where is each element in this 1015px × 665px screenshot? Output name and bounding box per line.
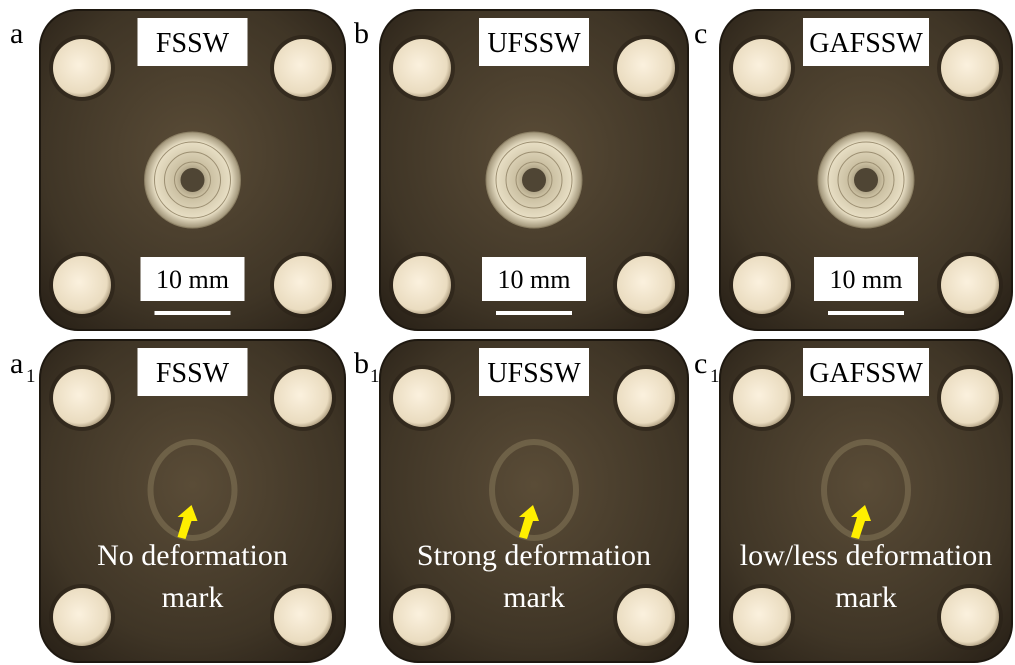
hole [393, 588, 451, 646]
annotation: mark [162, 581, 224, 614]
annotation: mark [835, 581, 897, 614]
panel: 10 mm GAFSSW c [694, 10, 1012, 330]
scale-text: 10 mm [498, 265, 571, 294]
hole [733, 369, 791, 427]
panel-label: b [354, 17, 369, 50]
hole [941, 369, 999, 427]
hole [617, 369, 675, 427]
hole [733, 256, 791, 314]
scale-text: 10 mm [830, 265, 903, 294]
panel-subscript: 1 [26, 366, 36, 387]
hole [274, 369, 332, 427]
annotation: mark [503, 581, 565, 614]
hole [274, 256, 332, 314]
panel-label: a [10, 347, 23, 380]
panel: 10 mm FSSW a [10, 10, 345, 330]
annotation: No deformation [97, 539, 288, 572]
panel-label: a [10, 17, 23, 50]
hole [53, 256, 111, 314]
title: FSSW [156, 358, 230, 389]
hole [733, 588, 791, 646]
hole [617, 588, 675, 646]
scale-bar [828, 311, 904, 315]
hole [941, 39, 999, 97]
hole [53, 588, 111, 646]
hole [393, 256, 451, 314]
annotation: low/less deformation [740, 539, 992, 572]
scale-text: 10 mm [156, 265, 229, 294]
title: GAFSSW [809, 358, 923, 389]
hole [393, 39, 451, 97]
scale-bar [155, 311, 231, 315]
panel-label: c [694, 17, 707, 50]
hole [393, 369, 451, 427]
weld-center [181, 168, 205, 192]
hole [274, 588, 332, 646]
hole [941, 256, 999, 314]
hole [53, 39, 111, 97]
panel-label: b [354, 347, 369, 380]
weld-center [854, 168, 878, 192]
title: GAFSSW [809, 28, 923, 59]
weld-center [522, 168, 546, 192]
figure: 10 mm FSSW a 10 mm UFSSW b 10 mm GAFSSW c No defo… [0, 0, 1015, 665]
scale-bar [496, 311, 572, 315]
title: UFSSW [487, 28, 581, 59]
hole [733, 39, 791, 97]
panel: 10 mm UFSSW b [354, 10, 688, 330]
hole [53, 369, 111, 427]
panel-label: c [694, 347, 707, 380]
title: UFSSW [487, 358, 581, 389]
panel-subscript: 1 [370, 366, 380, 387]
hole [617, 39, 675, 97]
hole [274, 39, 332, 97]
hole [941, 588, 999, 646]
hole [617, 256, 675, 314]
annotation: Strong deformation [417, 539, 651, 572]
title: FSSW [156, 28, 230, 59]
panel-subscript: 1 [710, 366, 720, 387]
